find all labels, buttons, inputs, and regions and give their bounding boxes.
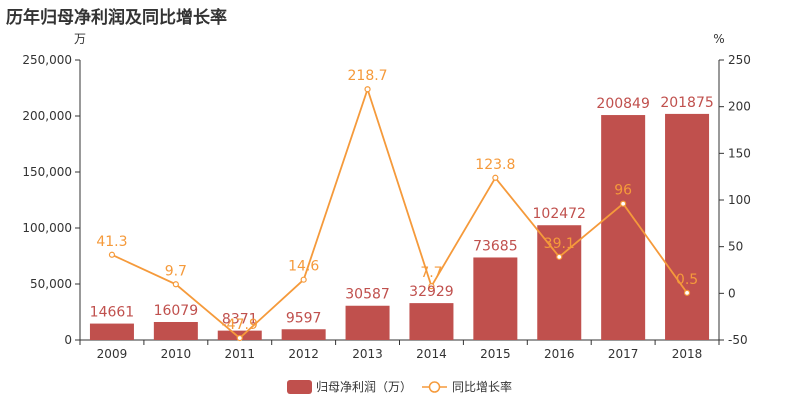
growth-value-label: -47.9 — [222, 317, 258, 333]
chart-title: 历年归母净利润及同比增长率 — [6, 8, 227, 28]
bar — [89, 323, 134, 340]
legend-line-marker — [428, 381, 441, 393]
bar-value-label: 9597 — [286, 310, 322, 326]
growth-line-path — [111, 86, 688, 340]
y-right-unit: % — [713, 32, 724, 46]
growth-point — [492, 174, 499, 181]
bar-value-label: 8371 — [222, 312, 258, 328]
growth-value-label: 7.7 — [420, 265, 442, 281]
legend-bar-swatch — [287, 380, 312, 394]
bar — [153, 321, 198, 340]
x-tick-label: 2018 — [672, 347, 703, 361]
bar-value-label: 14661 — [90, 305, 135, 321]
y-right-tick-label: -50 — [728, 333, 748, 347]
bar — [473, 257, 518, 340]
y-left-tick-label: 150,000 — [22, 165, 72, 179]
bar-value-label: 200849 — [596, 96, 649, 112]
y-left-unit: 万 — [74, 32, 86, 46]
growth-point — [108, 251, 116, 258]
growth-point — [428, 283, 435, 290]
x-tick-label: 2016 — [544, 347, 575, 361]
bar-value-label: 201875 — [660, 95, 713, 111]
x-tick-label: 2017 — [608, 347, 639, 361]
growth-point — [236, 334, 243, 342]
bars — [89, 113, 710, 341]
y-right-tick-label: 200 — [728, 100, 751, 114]
growth-point — [620, 200, 627, 207]
axes: 0 50,000 100,000 150,000 200,000 250,000 -50 0 5… — [22, 32, 751, 361]
bar-value-label: 30587 — [345, 287, 390, 303]
y-left-tick-label: 50,000 — [30, 277, 72, 291]
growth-value-label: 9.7 — [165, 263, 187, 279]
growth-value-label: 218.7 — [348, 68, 388, 84]
growth-value-label: 39.1 — [544, 236, 575, 252]
bar — [281, 329, 326, 340]
bar — [601, 115, 646, 340]
bar — [665, 113, 710, 341]
y-left-tick-label: 200,000 — [22, 109, 72, 123]
growth-point — [300, 276, 307, 283]
growth-value-label: 0.5 — [676, 272, 698, 288]
x-tick-label: 2012 — [288, 347, 319, 361]
x-tick-label: 2009 — [97, 347, 128, 361]
y-right-tick-label: 0 — [728, 286, 736, 300]
bar-value-label: 16079 — [154, 303, 199, 319]
y-right-tick-label: 250 — [728, 53, 751, 67]
growth-point — [683, 289, 691, 296]
data-labels: 14661 16079 8371 9597 30587 32929 73685 102472 2… — [90, 68, 714, 333]
x-tick-label: 2013 — [352, 347, 383, 361]
y-right-tick-label: 50 — [728, 240, 743, 254]
bar-value-label: 32929 — [409, 284, 454, 300]
y-right-tick-label: 150 — [728, 146, 751, 160]
growth-value-label: 96 — [614, 183, 632, 199]
bar — [409, 303, 454, 340]
growth-point — [364, 86, 371, 93]
y-left-tick-label: 0 — [64, 333, 72, 347]
legend-line-label: 同比增长率 — [452, 379, 512, 394]
growth-value-label: 123.8 — [475, 157, 515, 173]
bar-value-label: 102472 — [533, 206, 586, 222]
growth-line — [108, 86, 691, 342]
x-tick-label: 2015 — [480, 347, 511, 361]
y-right-tick-label: 100 — [728, 193, 751, 207]
x-tick-label: 2010 — [161, 347, 192, 361]
growth-point — [172, 281, 179, 288]
growth-value-label: 14.6 — [288, 259, 319, 275]
x-tick-label: 2014 — [416, 347, 447, 361]
growth-point — [556, 253, 563, 260]
x-tick-label: 2011 — [224, 347, 255, 361]
legend-bar-label: 归母净利润（万） — [316, 380, 412, 394]
y-left-tick-label: 100,000 — [22, 221, 72, 235]
bar-value-label: 73685 — [473, 238, 518, 254]
legend: 归母净利润（万） 同比增长率 — [287, 379, 512, 394]
growth-value-label: 41.3 — [96, 234, 127, 250]
bar — [345, 305, 390, 340]
y-left-tick-label: 250,000 — [22, 53, 72, 67]
